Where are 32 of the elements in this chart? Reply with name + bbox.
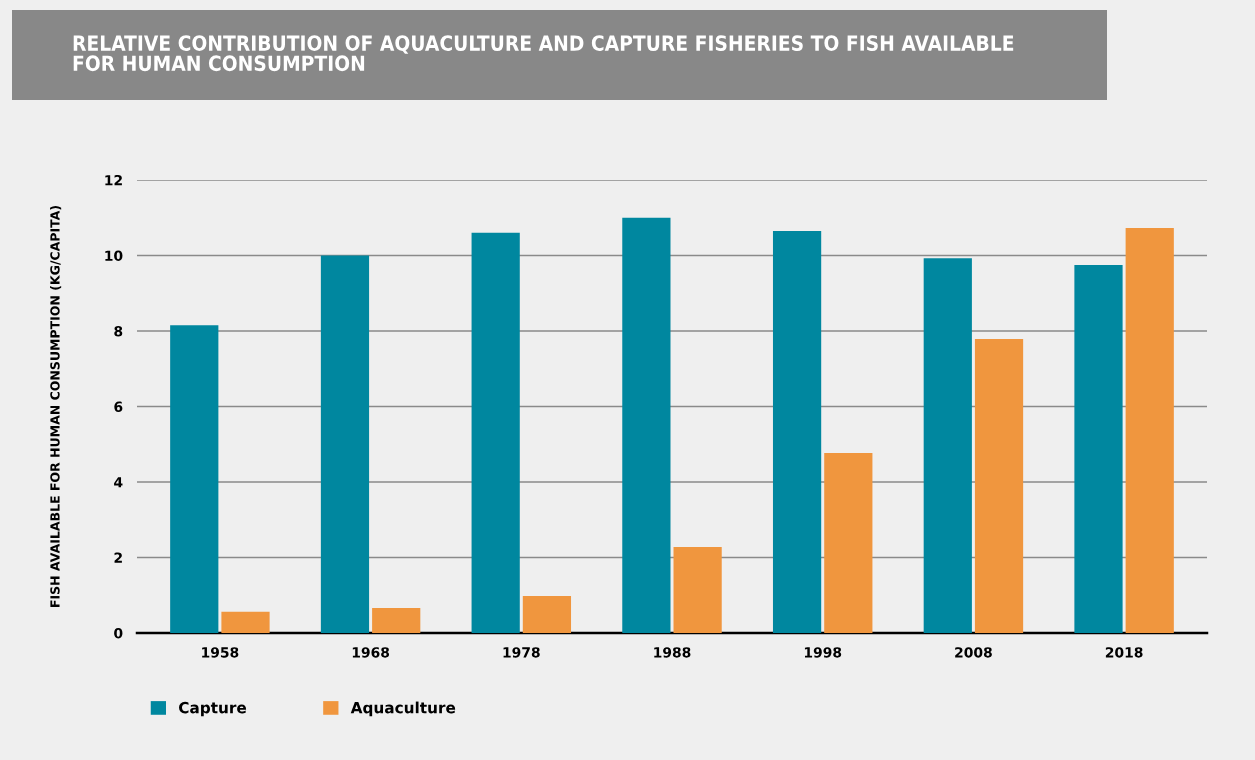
bar <box>923 258 972 633</box>
y-tick-label: 2 <box>114 552 122 563</box>
x-tick-label: 1988 <box>654 647 691 658</box>
y-tick-label: 6 <box>114 401 123 412</box>
bar <box>170 325 219 633</box>
x-tick-label: 1978 <box>503 647 540 658</box>
x-tick-label: 1958 <box>202 647 239 658</box>
bar <box>824 452 873 633</box>
x-tick-label: 1968 <box>352 647 390 658</box>
bar <box>974 338 1024 633</box>
y-tick-label: 8 <box>114 325 123 337</box>
y-tick-label: 10 <box>105 250 123 261</box>
chart-title: RELATIVE CONTRIBUTION OF AQUACULTURE AND CAPTURE FISHERIES TO FISH AVAILABLE FOR HUMAN CONSUMPTION <box>73 35 1014 72</box>
legend-label: Capture <box>179 701 247 717</box>
bar <box>1074 264 1123 633</box>
bar <box>622 217 671 633</box>
y-tick-label: 4 <box>114 477 123 488</box>
x-tick-label: 2018 <box>1105 647 1143 658</box>
y-axis-title: FISH AVAILABLE FOR HUMAN CONSUMPTION (KG/CAPITA) <box>50 206 62 607</box>
bar <box>673 546 722 633</box>
bar <box>372 608 421 633</box>
bar <box>471 232 520 633</box>
x-tick-label: 2008 <box>955 647 992 658</box>
bar <box>522 596 572 633</box>
bar <box>221 611 270 633</box>
x-tick-label: 1998 <box>804 647 842 658</box>
bar <box>772 230 822 633</box>
y-tick-label: 12 <box>105 174 122 186</box>
legend-label: Aquaculture <box>350 701 456 717</box>
bar <box>1125 227 1174 633</box>
bar <box>320 255 370 633</box>
y-tick-label: 0 <box>114 627 123 639</box>
